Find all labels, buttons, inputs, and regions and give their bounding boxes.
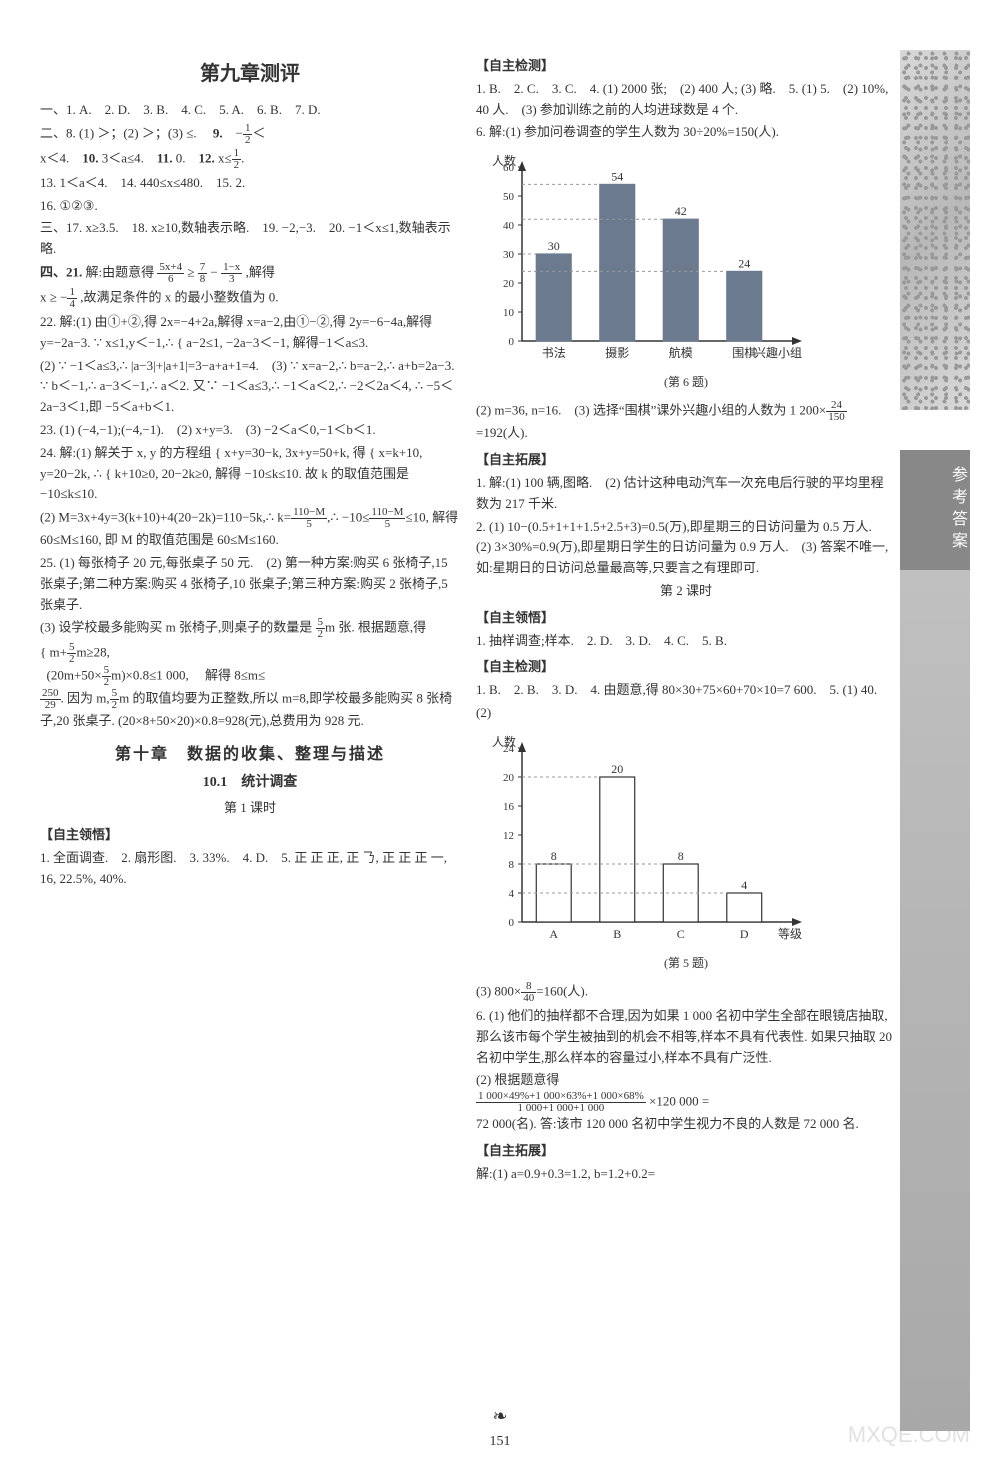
zizhu-jiance-head: 【自主检测】 <box>476 56 896 77</box>
svg-text:40: 40 <box>503 220 515 232</box>
page: 第九章测评 一、1. A. 2. D. 3. B. 4. C. 5. A. 6.… <box>0 0 1000 1471</box>
zzjc2-a: 1. B. 2. B. 3. D. 4. 由题意,得 80×30+75×60+7… <box>476 680 896 701</box>
sidebar-label: 参考答案 <box>900 450 970 570</box>
svg-text:A: A <box>549 927 558 941</box>
q6a: 6. (1) 他们的抽样都不合理,因为如果 1 000 名初中学生全部在眼镜店抽… <box>476 1006 896 1068</box>
zztz2-head: 【自主拓展】 <box>476 1141 896 1162</box>
svg-text:30: 30 <box>503 249 515 261</box>
svg-text:20: 20 <box>611 762 623 776</box>
q16: 16. ①②③. <box>40 196 460 217</box>
lesson-2-title: 第 2 课时 <box>476 581 896 602</box>
zizhu-lingwu-body: 1. 全面调查. 2. 扇形图. 3. 33%. 4. D. 5. 正 正 正,… <box>40 848 460 890</box>
svg-text:C: C <box>677 927 685 941</box>
svg-text:0: 0 <box>509 917 515 929</box>
chart-interest-groups: 102030405060人数兴趣小组030书法54摄影42航模24围棋 (第 6… <box>476 151 896 392</box>
svg-text:航模: 航模 <box>669 345 693 360</box>
svg-text:等级: 等级 <box>778 927 802 941</box>
sidebar-deco-bottom <box>900 570 970 1431</box>
right-column: 【自主检测】 1. B. 2. C. 3. C. 4. (1) 2000 张; … <box>476 50 896 1431</box>
sidebar-deco-top <box>900 50 970 410</box>
svg-text:围棋: 围棋 <box>732 346 756 360</box>
svg-text:54: 54 <box>611 170 623 184</box>
q25c: { m+52m≥28, (20m+50×52m)×0.8≤1 000, 解得 8… <box>40 642 460 732</box>
zizhu-lingwu-head: 【自主领悟】 <box>40 825 460 846</box>
q6-1: 6. 解:(1) 参加问卷调查的学生人数为 30÷20%=150(人). <box>476 122 896 143</box>
q22b: (2) ∵ −1＜a≤3,∴ |a−3|+|a+1|=3−a+a+1=4. (3… <box>40 356 460 418</box>
svg-text:4: 4 <box>509 888 515 900</box>
q24b: (2) M=3x+4y=3(k+10)+4(20−2k)=110−5k,∴ k=… <box>40 507 460 551</box>
q6-2: (2) m=36, n=16. (3) 选择“围棋”课外兴趣小组的人数为 1 2… <box>476 400 896 444</box>
svg-text:B: B <box>613 927 621 941</box>
svg-text:30: 30 <box>548 239 560 253</box>
chart2-svg: 4812162024人数等级08A20B8C4D <box>476 732 836 952</box>
svg-text:16: 16 <box>503 801 515 813</box>
q6b: (2) 根据题意得1 000×49%+1 000×63%+1 000×68%1 … <box>476 1070 896 1135</box>
svg-text:50: 50 <box>503 191 515 203</box>
svg-text:D: D <box>740 927 749 941</box>
svg-text:24: 24 <box>738 257 750 271</box>
zzlw2-body: 1. 抽样调查;样本. 2. D. 3. D. 4. C. 5. B. <box>476 631 896 652</box>
svg-text:人数: 人数 <box>492 153 516 168</box>
q25a: 25. (1) 每张椅子 20 元,每张桌子 50 元. (2) 第一种方案:购… <box>40 553 460 615</box>
q21-a: 四、21. 解:由题意得 5x+46 ≥ 78 − 1−x3 ,解得 <box>40 262 460 285</box>
sidebar: 参考答案 <box>900 50 970 1431</box>
svg-text:0: 0 <box>509 336 515 348</box>
q5-3: (3) 800×840=160(人). <box>476 981 896 1004</box>
q22a: 22. 解:(1) 由①+②,得 2x=−4+2a,解得 x=a−2,由①−②,… <box>40 312 460 354</box>
chart2-label: (2) <box>476 703 896 724</box>
q21-b: x ≥ −14 ,故满足条件的 x 的最小整数值为 0. <box>40 287 460 310</box>
svg-text:兴趣小组: 兴趣小组 <box>754 345 802 360</box>
svg-text:42: 42 <box>675 204 687 218</box>
svg-text:书法: 书法 <box>542 346 566 360</box>
svg-text:摄影: 摄影 <box>605 345 629 360</box>
svg-text:20: 20 <box>503 278 515 290</box>
footer-ornament: ❧ <box>492 1406 507 1426</box>
section-10-1: 10.1 统计调查 <box>40 772 460 794</box>
svg-text:4: 4 <box>741 878 747 892</box>
svg-text:8: 8 <box>509 859 515 871</box>
zzlw2-head: 【自主领悟】 <box>476 608 896 629</box>
zizhu-tuozhan-head: 【自主拓展】 <box>476 450 896 471</box>
q24a: 24. 解:(1) 解关于 x, y 的方程组 { x+y=30−k, 3x+y… <box>40 443 460 505</box>
page-number: 151 <box>490 1434 511 1449</box>
section-one: 一、1. A. 2. D. 3. B. 4. C. 5. A. 6. B. 7.… <box>40 100 460 121</box>
tz2: 2. (1) 10−(0.5+1+1+1.5+2.5+3)=0.5(万),即星期… <box>476 517 896 579</box>
q8-text: 二、8. (1) ＞；(2) ＞；(3) ≤. <box>40 125 197 140</box>
chapter-9-title: 第九章测评 <box>40 58 460 90</box>
zzjc2-head: 【自主检测】 <box>476 657 896 678</box>
q25b: (3) 设学校最多能购买 m 张椅子,则桌子的数量是 52m 张. 根据题意,得 <box>40 617 460 640</box>
content-area: 第九章测评 一、1. A. 2. D. 3. B. 4. C. 5. A. 6.… <box>40 50 900 1431</box>
svg-text:8: 8 <box>551 849 557 863</box>
svg-text:8: 8 <box>678 849 684 863</box>
zzjc-1: 1. B. 2. C. 3. C. 4. (1) 2000 张; (2) 400… <box>476 79 896 121</box>
q13-15: 13. 1＜a＜4. 14. 440≤x≤480. 15. 2. <box>40 173 460 194</box>
chapter-10-title: 第十章 数据的收集、整理与描述 <box>40 742 460 768</box>
tz1: 1. 解:(1) 100 辆,图略. (2) 估计这种电动汽车一次充电后行驶的平… <box>476 473 896 515</box>
section-three: 三、17. x≥3.5. 18. x≥10,数轴表示略. 19. −2,−3. … <box>40 218 460 260</box>
svg-text:10: 10 <box>503 307 515 319</box>
svg-text:12: 12 <box>503 830 514 842</box>
left-column: 第九章测评 一、1. A. 2. D. 3. B. 4. C. 5. A. 6.… <box>40 50 460 1431</box>
chart1-caption: (第 6 题) <box>476 373 896 392</box>
q23: 23. (1) (−4,−1);(−4,−1). (2) x+y=3. (3) … <box>40 420 460 441</box>
q9-label: 9. <box>200 125 223 140</box>
chart2-caption: (第 5 题) <box>476 954 896 973</box>
q8: 二、8. (1) ＞；(2) ＞；(3) ≤. 9. −12＜ <box>40 123 460 146</box>
chart-grades: 4812162024人数等级08A20B8C4D (第 5 题) <box>476 732 896 973</box>
lesson-1-title: 第 1 课时 <box>40 798 460 819</box>
svg-text:人数: 人数 <box>492 734 516 749</box>
svg-text:20: 20 <box>503 772 515 784</box>
chart1-svg: 102030405060人数兴趣小组030书法54摄影42航模24围棋 <box>476 151 836 371</box>
q9-10-11-12: x＜4. 10. 3＜a≤4. 11. 0. 12. x≤12. <box>40 148 460 171</box>
tz2-body: 解:(1) a=0.9+0.3=1.2, b=1.2+0.2= <box>476 1164 896 1185</box>
page-footer: ❧ 151 <box>0 1402 1000 1453</box>
